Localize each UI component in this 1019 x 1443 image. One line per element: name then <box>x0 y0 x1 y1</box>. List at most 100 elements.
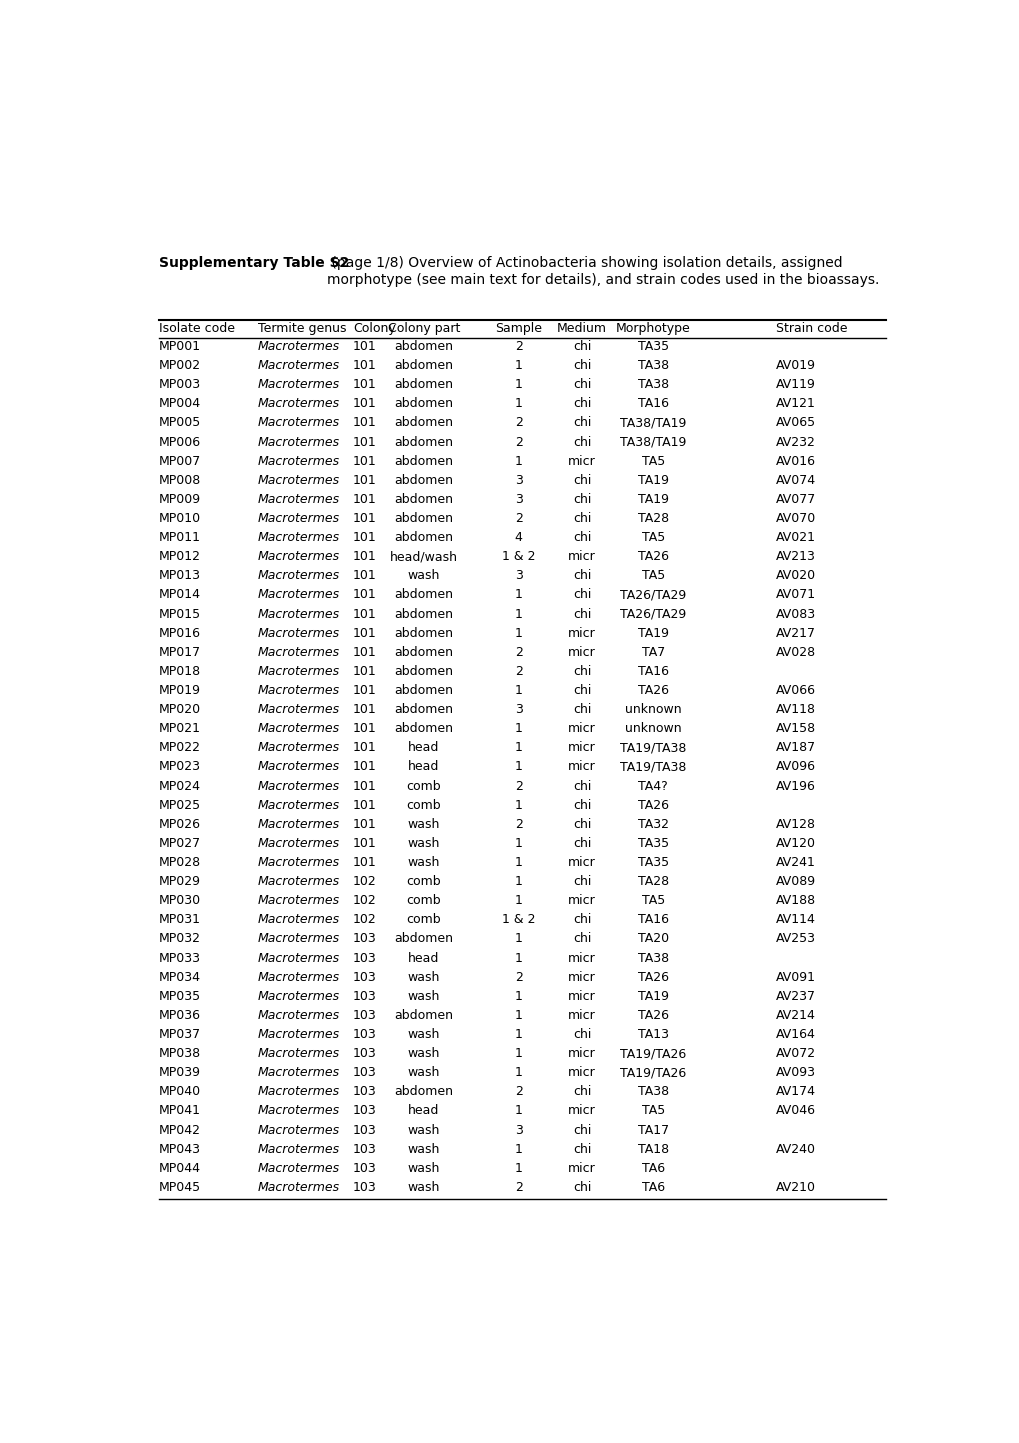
Text: wash: wash <box>408 1124 439 1137</box>
Text: Macrotermes: Macrotermes <box>258 990 339 1003</box>
Text: wash: wash <box>408 1180 439 1193</box>
Text: TA7: TA7 <box>641 646 664 659</box>
Text: TA16: TA16 <box>637 665 668 678</box>
Text: TA35: TA35 <box>637 341 668 354</box>
Text: micr: micr <box>568 760 595 773</box>
Text: Isolate code: Isolate code <box>159 322 235 335</box>
Text: AV118: AV118 <box>775 703 815 716</box>
Text: micr: micr <box>568 455 595 468</box>
Text: 101: 101 <box>353 359 376 372</box>
Text: MP025: MP025 <box>159 798 201 811</box>
Text: MP037: MP037 <box>159 1027 201 1040</box>
Text: micr: micr <box>568 742 595 755</box>
Text: 1: 1 <box>515 990 522 1003</box>
Text: AV237: AV237 <box>775 990 815 1003</box>
Text: 103: 103 <box>353 1085 376 1098</box>
Text: TA26/TA29: TA26/TA29 <box>620 608 686 620</box>
Text: wash: wash <box>408 856 439 869</box>
Text: AV232: AV232 <box>775 436 815 449</box>
Text: MP031: MP031 <box>159 913 201 926</box>
Text: TA19/TA26: TA19/TA26 <box>620 1048 686 1061</box>
Text: Macrotermes: Macrotermes <box>258 971 339 984</box>
Text: AV083: AV083 <box>775 608 815 620</box>
Text: MP016: MP016 <box>159 626 201 639</box>
Text: TA19: TA19 <box>637 626 668 639</box>
Text: AV119: AV119 <box>775 378 815 391</box>
Text: abdomen: abdomen <box>394 932 453 945</box>
Text: chi: chi <box>573 1085 591 1098</box>
Text: MP007: MP007 <box>159 455 201 468</box>
Text: AV093: AV093 <box>775 1066 815 1079</box>
Text: 101: 101 <box>353 341 376 354</box>
Text: MP040: MP040 <box>159 1085 201 1098</box>
Text: 4: 4 <box>515 531 522 544</box>
Text: chi: chi <box>573 818 591 831</box>
Text: TA5: TA5 <box>641 1104 664 1117</box>
Text: 1: 1 <box>515 874 522 887</box>
Text: chi: chi <box>573 378 591 391</box>
Text: TA17: TA17 <box>637 1124 668 1137</box>
Text: 3: 3 <box>515 473 522 486</box>
Text: comb: comb <box>407 798 441 811</box>
Text: 103: 103 <box>353 971 376 984</box>
Text: TA26: TA26 <box>637 550 668 563</box>
Text: 103: 103 <box>353 1162 376 1175</box>
Text: AV021: AV021 <box>775 531 815 544</box>
Text: micr: micr <box>568 1009 595 1022</box>
Text: abdomen: abdomen <box>394 531 453 544</box>
Text: micr: micr <box>568 646 595 659</box>
Text: AV066: AV066 <box>775 684 815 697</box>
Text: Macrotermes: Macrotermes <box>258 932 339 945</box>
Text: wash: wash <box>408 990 439 1003</box>
Text: comb: comb <box>407 913 441 926</box>
Text: 103: 103 <box>353 932 376 945</box>
Text: micr: micr <box>568 722 595 736</box>
Text: MP002: MP002 <box>159 359 201 372</box>
Text: chi: chi <box>573 359 591 372</box>
Text: 1: 1 <box>515 951 522 964</box>
Text: Colony part: Colony part <box>387 322 460 335</box>
Text: TA13: TA13 <box>637 1027 668 1040</box>
Text: MP043: MP043 <box>159 1143 201 1156</box>
Text: TA19: TA19 <box>637 494 668 506</box>
Text: AV174: AV174 <box>775 1085 815 1098</box>
Text: 2: 2 <box>515 646 522 659</box>
Text: Macrotermes: Macrotermes <box>258 512 339 525</box>
Text: 101: 101 <box>353 798 376 811</box>
Text: 101: 101 <box>353 397 376 410</box>
Text: abdomen: abdomen <box>394 473 453 486</box>
Text: micr: micr <box>568 550 595 563</box>
Text: chi: chi <box>573 608 591 620</box>
Text: TA26: TA26 <box>637 798 668 811</box>
Text: MP027: MP027 <box>159 837 201 850</box>
Text: chi: chi <box>573 703 591 716</box>
Text: 2: 2 <box>515 341 522 354</box>
Text: abdomen: abdomen <box>394 589 453 602</box>
Text: micr: micr <box>568 990 595 1003</box>
Text: Macrotermes: Macrotermes <box>258 570 339 583</box>
Text: head: head <box>408 951 439 964</box>
Text: AV240: AV240 <box>775 1143 815 1156</box>
Text: comb: comb <box>407 895 441 908</box>
Text: Macrotermes: Macrotermes <box>258 684 339 697</box>
Text: Macrotermes: Macrotermes <box>258 494 339 506</box>
Text: AV214: AV214 <box>775 1009 815 1022</box>
Text: chi: chi <box>573 570 591 583</box>
Text: chi: chi <box>573 1124 591 1137</box>
Text: 103: 103 <box>353 1048 376 1061</box>
Text: 101: 101 <box>353 626 376 639</box>
Text: 103: 103 <box>353 990 376 1003</box>
Text: 101: 101 <box>353 608 376 620</box>
Text: chi: chi <box>573 1180 591 1193</box>
Text: 1: 1 <box>515 1104 522 1117</box>
Text: Macrotermes: Macrotermes <box>258 589 339 602</box>
Text: MP010: MP010 <box>159 512 201 525</box>
Text: TA19: TA19 <box>637 990 668 1003</box>
Text: Sample: Sample <box>495 322 542 335</box>
Text: Macrotermes: Macrotermes <box>258 1104 339 1117</box>
Text: 101: 101 <box>353 837 376 850</box>
Text: AV016: AV016 <box>775 455 815 468</box>
Text: Medium: Medium <box>556 322 606 335</box>
Text: Macrotermes: Macrotermes <box>258 874 339 887</box>
Text: MP013: MP013 <box>159 570 201 583</box>
